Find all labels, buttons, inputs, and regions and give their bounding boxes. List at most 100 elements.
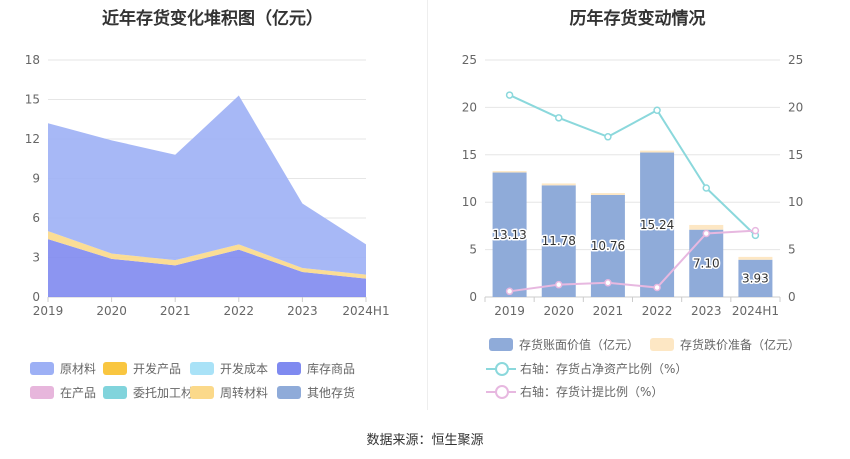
- left-chart-title: 近年存货变化堆积图（亿元）: [102, 9, 323, 29]
- bar-data-label: 3.93: [742, 271, 769, 285]
- y-tick-label: 20: [462, 100, 477, 114]
- line-provision-ratio-point: [505, 287, 514, 296]
- x-tick-label: 2021: [593, 304, 624, 318]
- legend-item-其他存货[interactable]: 其他存货: [277, 384, 355, 400]
- legend-swatch: [103, 385, 127, 399]
- legend-item-在产品[interactable]: 在产品: [30, 384, 96, 400]
- line-net-asset-ratio: [509, 94, 757, 237]
- area-周转材料: [48, 231, 366, 279]
- data-source-note: 数据来源：恒生聚源: [366, 433, 484, 448]
- legend-swatch: [277, 361, 301, 375]
- bar-inventory-value: [640, 152, 675, 297]
- y2-tick-label: 25: [788, 53, 803, 67]
- bar-data-label: 15.24: [640, 218, 674, 232]
- bar-impairment-reserve: [689, 224, 724, 230]
- y-tick-label: 6: [32, 211, 40, 225]
- y2-tick-label: 10: [788, 195, 803, 209]
- legend-label: 开发成本: [220, 361, 269, 376]
- legend-label: 开发产品: [133, 361, 182, 376]
- bar-inventory-value: [689, 229, 724, 297]
- line-net-asset-ratio-point: [653, 106, 661, 114]
- legend-item-bar-reserve[interactable]: 存货跌价准备（亿元）: [650, 336, 800, 352]
- line-provision-ratio-point: [653, 283, 661, 292]
- x-tick-label: 2020: [543, 304, 574, 318]
- x-tick-label: 2024H1: [342, 304, 389, 318]
- legend-label: 右轴：存货占净资产比例（%）: [520, 361, 688, 376]
- legend-item-周转材料[interactable]: 周转材料: [190, 384, 268, 400]
- legend-label: 在产品: [60, 385, 97, 400]
- legend-item-库存商品[interactable]: 库存商品: [277, 360, 355, 376]
- x-tick-label: 2024H1: [732, 304, 779, 318]
- legend-swatch: [30, 361, 54, 375]
- line-provision-ratio-point: [751, 226, 760, 235]
- bar-inventory-value: [492, 172, 527, 297]
- y-tick-label: 3: [32, 251, 40, 265]
- x-tick-label: 2019: [494, 304, 525, 318]
- bar-impairment-reserve: [541, 183, 576, 186]
- legend-swatch: [650, 337, 674, 351]
- y2-tick-label: 0: [788, 290, 796, 304]
- area-原材料: [48, 95, 366, 275]
- y-tick-label: 18: [25, 53, 40, 67]
- line-provision-ratio-point: [604, 279, 612, 287]
- bar-inventory-value: [738, 259, 773, 297]
- bar-data-label: 7.10: [693, 256, 720, 270]
- panel-divider: [427, 0, 428, 410]
- x-tick-label: 2023: [691, 304, 722, 318]
- legend-label: 右轴：存货计提比例（%）: [520, 384, 664, 399]
- right-chart-title: 历年存货变动情况: [569, 9, 706, 29]
- legend-swatch: [30, 385, 54, 399]
- line-provision-ratio-point: [555, 280, 563, 289]
- x-tick-label: 2023: [287, 304, 318, 318]
- bar-data-label: 10.76: [591, 239, 625, 253]
- legend-item-line-provision[interactable]: 右轴：存货计提比例（%）: [486, 383, 663, 399]
- x-tick-label: 2020: [96, 304, 127, 318]
- legend-label: 存货跌价准备（亿元）: [680, 337, 801, 352]
- legend-label: 周转材料: [220, 385, 269, 400]
- y-tick-label: 12: [25, 132, 40, 146]
- bar-impairment-reserve: [492, 171, 527, 173]
- y-tick-label: 15: [462, 148, 477, 162]
- legend-item-原材料[interactable]: 原材料: [30, 360, 96, 376]
- line-net-asset-ratio-point: [702, 184, 710, 192]
- y-tick-label: 0: [32, 290, 40, 304]
- y-tick-label: 10: [462, 195, 477, 209]
- y-tick-label: 0: [469, 290, 477, 304]
- legend-item-委托加工材料[interactable]: 委托加工材料: [103, 384, 205, 400]
- y-tick-label: 9: [32, 172, 40, 186]
- x-tick-label: 2022: [642, 304, 673, 318]
- y-tick-label: 25: [462, 53, 477, 67]
- legend-item-line-ratio[interactable]: 右轴：存货占净资产比例（%）: [486, 360, 687, 376]
- y2-tick-label: 15: [788, 148, 803, 162]
- legend-swatch: [277, 385, 301, 399]
- x-tick-label: 2019: [33, 304, 64, 318]
- legend-item-开发产品[interactable]: 开发产品: [103, 360, 181, 376]
- bar-data-label: 11.78: [542, 234, 576, 248]
- legend-label: 委托加工材料: [133, 385, 206, 400]
- y-tick-label: 15: [25, 93, 40, 107]
- legend-label: 其他存货: [307, 385, 356, 400]
- line-net-asset-ratio-point: [505, 91, 514, 99]
- line-net-asset-ratio-point: [604, 133, 612, 141]
- y-tick-label: 5: [469, 243, 477, 257]
- y2-tick-label: 20: [788, 100, 803, 114]
- legend-label: 存货账面价值（亿元）: [519, 337, 640, 352]
- legend-swatch: [103, 361, 127, 375]
- x-tick-label: 2021: [160, 304, 191, 318]
- legend-line-swatch: [486, 361, 516, 376]
- y2-tick-label: 5: [788, 243, 796, 257]
- legend-swatch: [190, 385, 214, 399]
- legend-swatch: [489, 337, 513, 351]
- area-库存商品: [48, 239, 366, 297]
- legend-line-swatch: [486, 384, 516, 399]
- legend-swatch: [190, 361, 214, 375]
- bar-impairment-reserve: [640, 150, 675, 153]
- legend-label: 库存商品: [307, 361, 356, 376]
- legend-item-开发成本[interactable]: 开发成本: [190, 360, 268, 376]
- x-tick-label: 2022: [224, 304, 255, 318]
- legend-item-bar-main[interactable]: 存货账面价值（亿元）: [489, 336, 639, 352]
- bar-impairment-reserve: [590, 193, 625, 195]
- line-provision-ratio-point: [702, 229, 710, 238]
- stacked-area-chart: 0 3 6 9 12 15 18 2019 2020 2021 2022 2023 2024H1: [25, 53, 390, 318]
